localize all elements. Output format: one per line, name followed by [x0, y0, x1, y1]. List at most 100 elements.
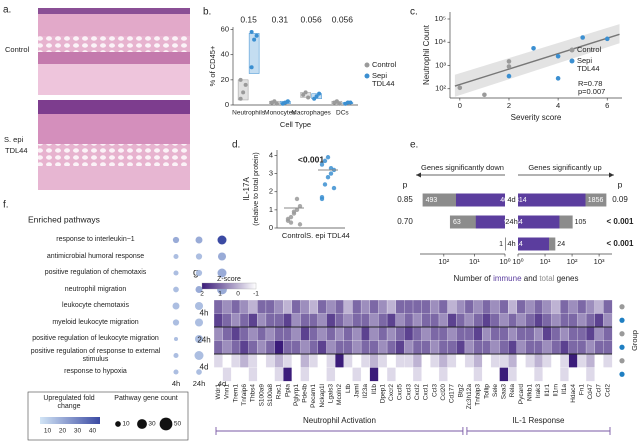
point	[243, 82, 248, 87]
heat-cell	[482, 326, 492, 341]
heat-cell	[300, 326, 310, 341]
bar-label: 63	[453, 219, 461, 226]
heat-cell	[317, 353, 327, 368]
dot	[195, 286, 203, 293]
heat-cell	[283, 353, 293, 368]
point	[272, 99, 277, 104]
heat-cell	[222, 340, 232, 355]
point	[325, 175, 331, 180]
heat-cell	[274, 313, 284, 328]
row-label: 4h	[507, 239, 515, 248]
heat-cell	[222, 299, 232, 314]
heat-cell	[291, 353, 301, 368]
group-marker	[619, 317, 625, 323]
heat-cell	[248, 299, 258, 314]
heat-cell	[360, 299, 371, 314]
heat-cell	[291, 326, 301, 341]
point	[506, 64, 512, 69]
x-tick-label: 6	[605, 101, 609, 110]
heat-cell	[559, 340, 570, 355]
gene-label: Cxcl5	[397, 384, 404, 401]
point	[274, 101, 279, 106]
heat-cell	[274, 353, 284, 368]
point	[312, 96, 317, 101]
x-tick-label: 4h	[172, 379, 180, 388]
heat-cell	[438, 326, 449, 341]
y-tick-label: 2	[269, 187, 273, 196]
heat-cell	[499, 313, 509, 328]
x-axis-label: Cell Type	[280, 120, 311, 129]
heat-cell	[395, 326, 405, 341]
x-tick-label: Neutrophils	[232, 110, 266, 117]
point	[531, 45, 536, 51]
heat-cell	[386, 353, 397, 368]
heat-cell	[317, 326, 327, 341]
point	[328, 165, 334, 171]
heat-cell	[473, 353, 483, 368]
gene-label: Hdac4	[570, 384, 577, 403]
heat-cell	[395, 313, 405, 328]
gene-label: Il1a	[561, 384, 568, 395]
point	[328, 171, 334, 176]
heat-cell	[231, 313, 241, 328]
legend-marker	[364, 62, 370, 68]
heat-cell	[490, 340, 500, 355]
heat-cell	[508, 353, 518, 368]
heat-cell	[300, 313, 310, 328]
gene-label: Ccl2	[604, 384, 611, 397]
panel-label: c.	[410, 7, 418, 18]
heat-cell	[352, 326, 362, 341]
heat-cell	[352, 367, 362, 382]
dot	[195, 269, 203, 277]
row-group-label: 24h	[197, 336, 210, 345]
heat-cell	[343, 299, 353, 314]
heat-cell	[395, 340, 405, 355]
colorbar-label: 10	[44, 428, 52, 435]
group-marker	[619, 344, 625, 350]
heat-cell	[317, 367, 327, 382]
heat-cell	[334, 367, 345, 382]
gene-label: Ccl3	[431, 384, 438, 397]
heat-cell	[533, 340, 544, 355]
heat-cell	[559, 326, 570, 341]
heat-cell	[360, 353, 371, 368]
heat-cell	[360, 313, 371, 328]
heat-cell	[317, 313, 327, 328]
point	[555, 53, 561, 59]
gene-label: Rela	[509, 384, 516, 398]
heat-cell	[326, 340, 336, 355]
heat-cell	[482, 340, 492, 355]
x-axis-label-part: and	[522, 274, 540, 283]
bar-immune	[518, 215, 560, 229]
gene-label: Zc3h12a	[466, 384, 473, 410]
point	[241, 90, 246, 95]
annotation: R=0.78	[578, 79, 602, 88]
gene-label: Nckap1l	[319, 383, 326, 407]
gene-label: Pglyrp1	[293, 384, 300, 406]
dot	[194, 301, 204, 311]
x-axis-label-part: immune	[493, 274, 522, 283]
dot	[195, 253, 203, 260]
heat-cell	[603, 299, 613, 314]
heat-cell	[326, 326, 336, 341]
heat-cell	[334, 340, 345, 355]
dot	[172, 236, 180, 244]
heat-cell	[404, 313, 414, 328]
heat-cell	[438, 313, 449, 328]
point	[303, 90, 308, 95]
size-key	[159, 417, 173, 431]
heat-cell	[447, 326, 457, 341]
heat-cell	[334, 353, 345, 368]
colorbar-label: 40	[89, 428, 97, 435]
heat-cell	[291, 340, 301, 355]
gene-label: Il1b	[371, 384, 378, 395]
heat-cell	[222, 326, 232, 341]
x-tick-label: 10²	[438, 257, 449, 266]
heat-cell	[559, 353, 570, 368]
heat-cell	[386, 367, 397, 382]
heat-cell	[464, 326, 475, 341]
heat-cell	[456, 367, 466, 382]
x-axis-label: Severity score	[511, 113, 562, 122]
heat-cell	[309, 353, 319, 368]
y-axis-label: (relative to total protein)	[253, 152, 260, 226]
